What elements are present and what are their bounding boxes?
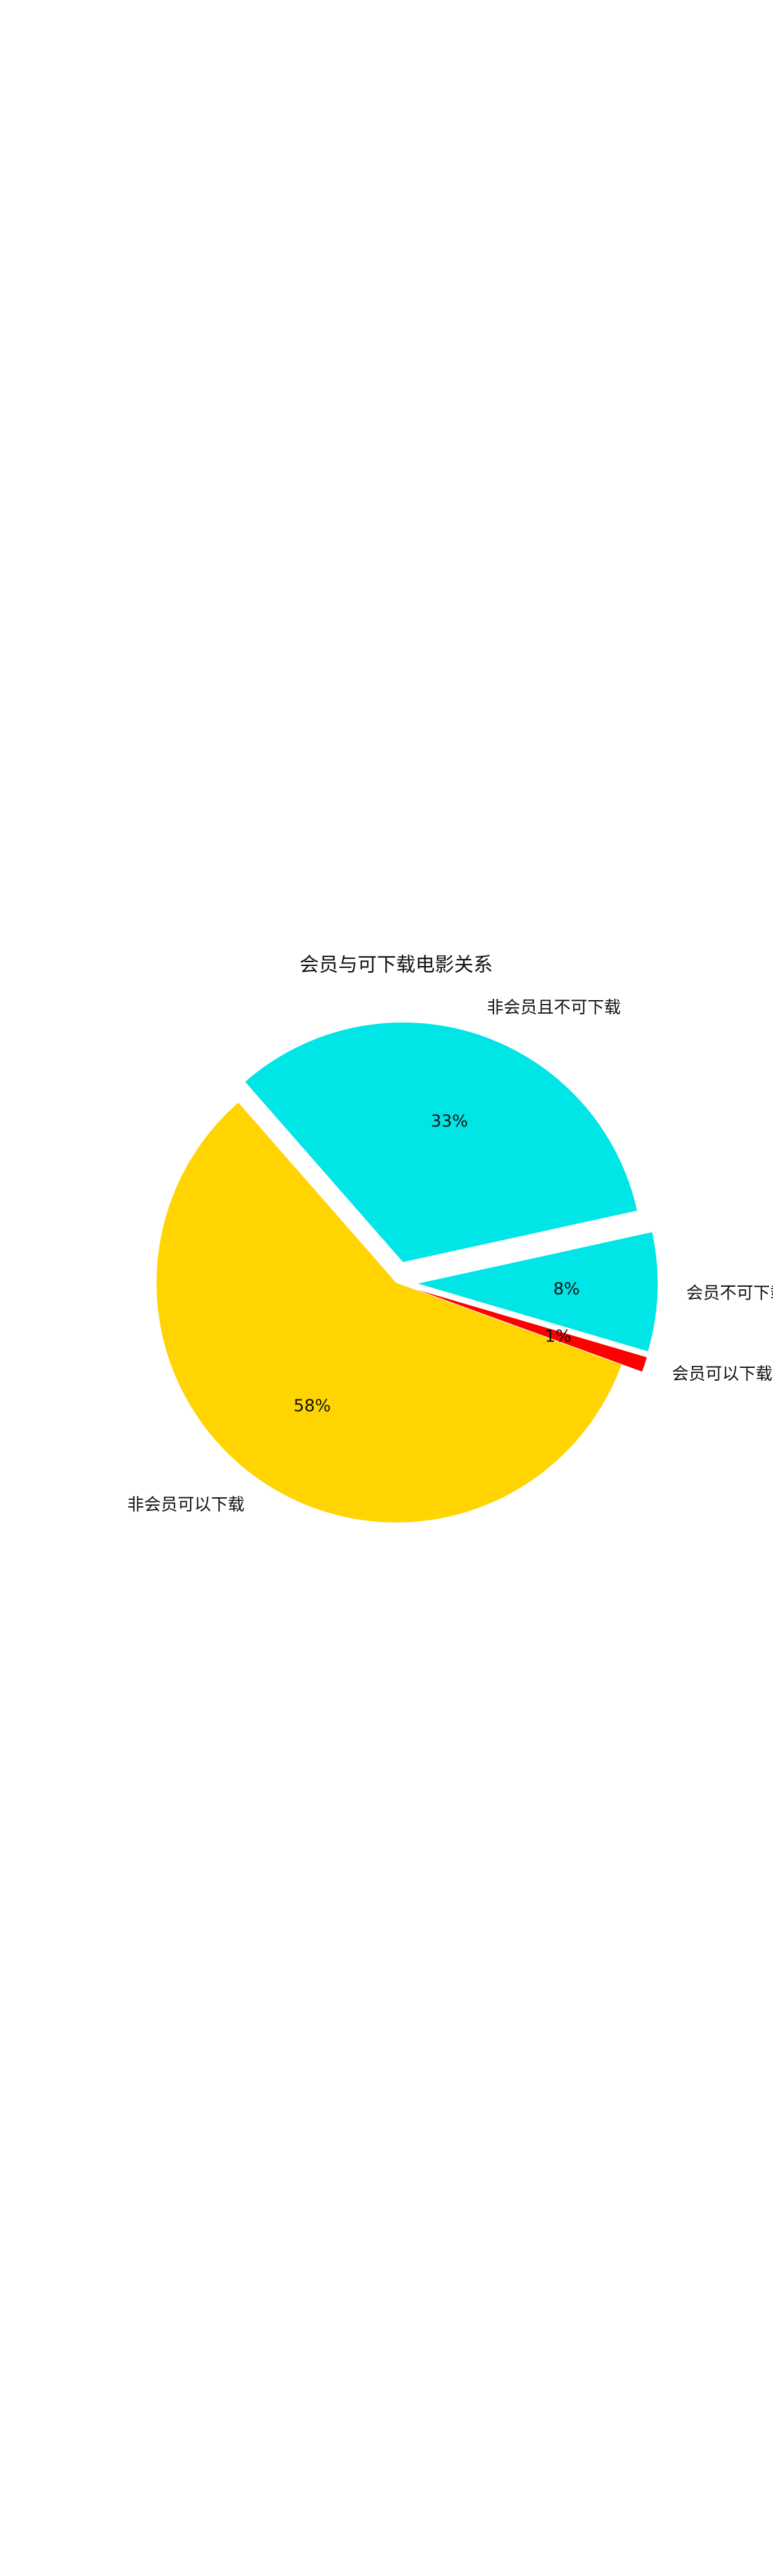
pie-labels: 会员可以下载 1% 会员不可下载 8% 非会员且不可下载 33% 非会员可以下载 58% — [128, 998, 773, 1515]
pie-slice-4 — [157, 1103, 622, 1522]
pie-slice-percent-4: 58% — [294, 1396, 331, 1416]
pie-slice-label-2: 会员不可下载 — [686, 1284, 773, 1303]
pie-slice-3 — [245, 1022, 637, 1262]
pie-slice-label-1: 会员可以下载 — [672, 1365, 772, 1384]
pie-slice-label-4: 非会员可以下载 — [128, 1495, 245, 1515]
pie-slices — [157, 1022, 658, 1522]
chart-title: 会员与可下载电影关系 — [300, 954, 493, 976]
pie-slice-label-3: 非会员且不可下载 — [487, 998, 621, 1018]
pie-slice-percent-1: 1% — [545, 1327, 571, 1347]
pie-slice-percent-3: 33% — [431, 1112, 468, 1132]
pie-slice-1 — [417, 1289, 647, 1372]
pie-slice-2 — [417, 1232, 658, 1352]
pie-slice-percent-2: 8% — [553, 1280, 580, 1299]
